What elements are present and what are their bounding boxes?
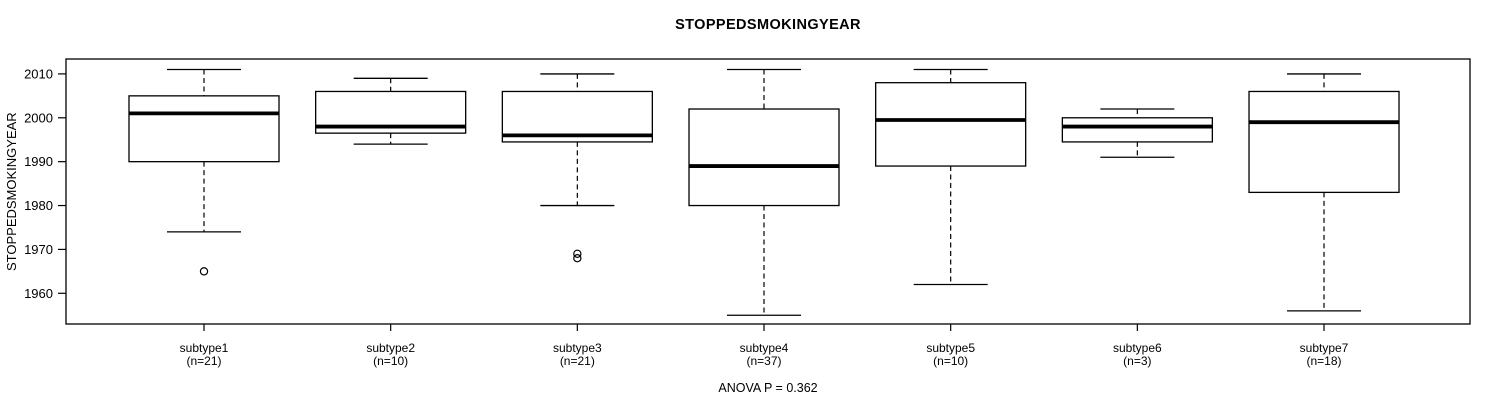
iqr-box — [128, 95, 280, 163]
x-axis-n-label: (n=21) — [186, 354, 221, 368]
x-axis-n-label: (n=18) — [1307, 354, 1342, 368]
x-axis-n-label: (n=21) — [560, 354, 595, 368]
y-axis-tick-label: 1960 — [24, 286, 53, 301]
anova-annotation: ANOVA P = 0.362 — [718, 381, 818, 395]
x-axis-tick-label: subtype1 — [180, 341, 229, 355]
y-axis-tick-label: 1990 — [24, 154, 53, 169]
x-axis-tick-label: subtype7 — [1300, 341, 1349, 355]
iqr-box — [875, 82, 1027, 167]
y-axis-tick-label: 2010 — [24, 66, 53, 81]
x-axis-n-label: (n=3) — [1123, 354, 1151, 368]
plot-frame — [65, 58, 1471, 325]
iqr-box — [688, 108, 840, 207]
chart-title: STOPPEDSMOKINGYEAR — [675, 17, 861, 33]
outlier-point — [573, 249, 582, 259]
y-axis-tick-label: 1980 — [24, 198, 53, 213]
x-axis-n-label: (n=10) — [373, 354, 408, 368]
x-axis-n-label: (n=10) — [933, 354, 968, 368]
outlier-point — [199, 267, 209, 276]
x-axis-n-label: (n=37) — [746, 354, 781, 368]
iqr-box — [1248, 90, 1400, 194]
x-axis-tick-label: subtype4 — [740, 341, 789, 355]
y-axis-tick-label: 1970 — [24, 242, 53, 257]
x-axis-tick-label: subtype2 — [366, 341, 415, 355]
y-axis-tick-label: 2000 — [24, 110, 53, 125]
outlier-point — [573, 253, 582, 263]
x-axis-tick-label: subtype3 — [553, 341, 602, 355]
x-axis-tick-label: subtype6 — [1113, 341, 1162, 355]
iqr-box — [1061, 117, 1213, 143]
x-axis-tick-label: subtype5 — [926, 341, 975, 355]
